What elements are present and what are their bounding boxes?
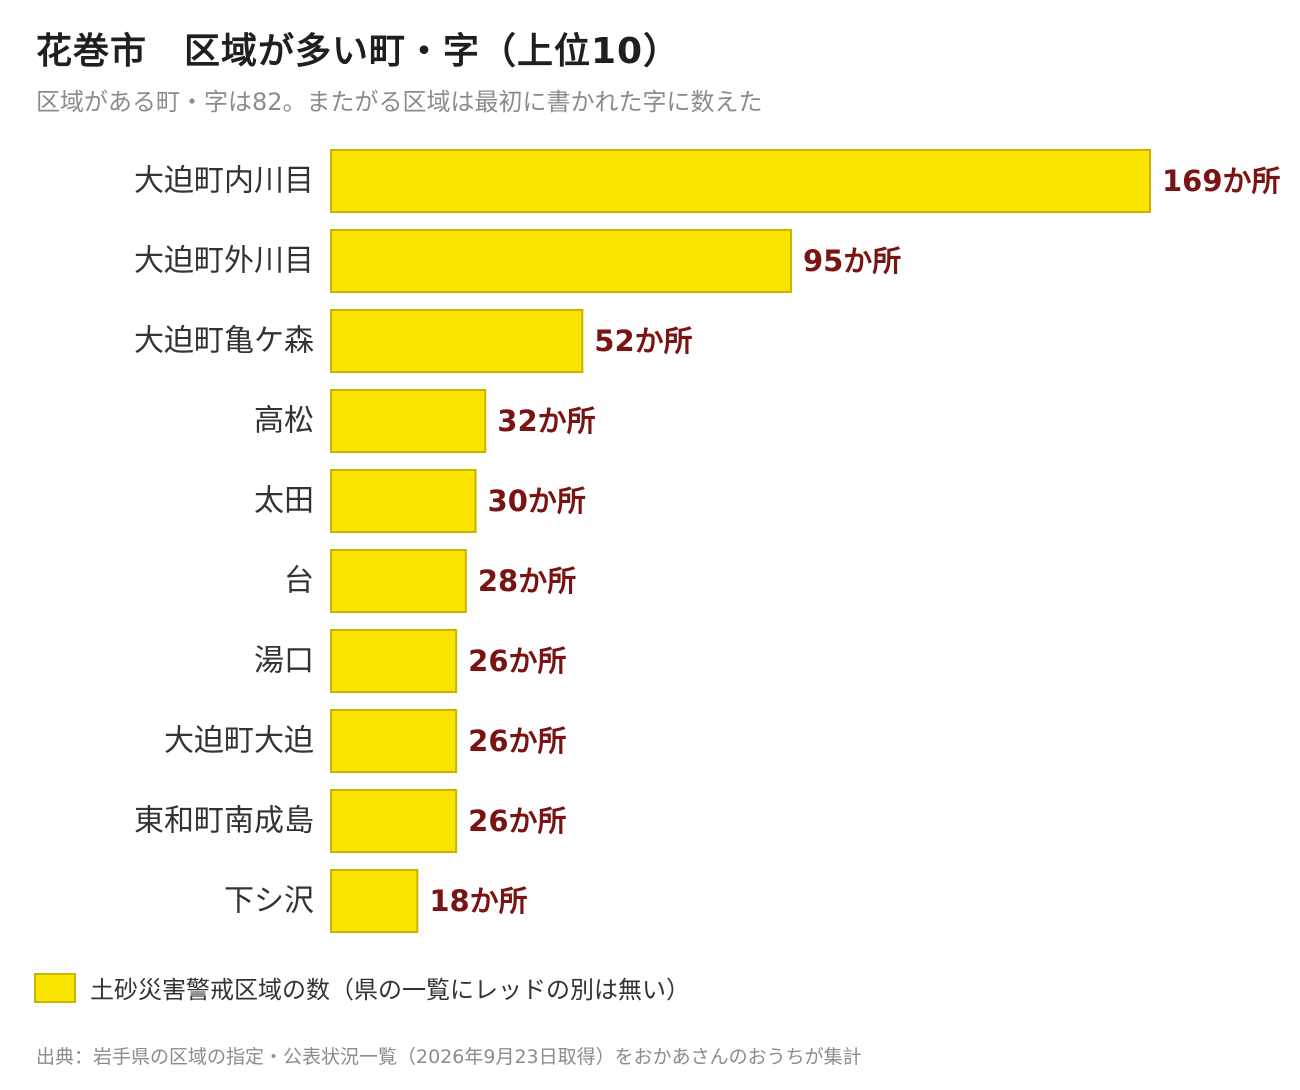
- category-label: 台: [284, 564, 314, 599]
- bar: [330, 309, 584, 373]
- value-label: 32か所: [497, 404, 595, 438]
- value-label: 26か所: [468, 724, 566, 758]
- bar: [330, 709, 458, 773]
- value-label: 18か所: [429, 884, 527, 918]
- category-label: 大迫町外川目: [134, 244, 314, 279]
- bar: [330, 629, 458, 693]
- chart-title: 花巻市 区域が多い町・字（上位10）: [36, 31, 681, 72]
- bar: [330, 789, 458, 853]
- value-label: 28か所: [478, 564, 576, 598]
- chart-subtitle: 区域がある町・字は82。またがる区域は最初に書かれた字に数えた: [36, 88, 763, 116]
- category-label: 大迫町内川目: [134, 164, 314, 199]
- bar: [330, 389, 487, 453]
- bar: [330, 149, 1151, 213]
- value-label: 26か所: [468, 804, 566, 838]
- value-label: 52か所: [594, 324, 692, 358]
- category-label: 太田: [254, 484, 314, 519]
- value-label: 169か所: [1162, 164, 1281, 198]
- bar: [330, 229, 792, 293]
- bar: [330, 869, 419, 933]
- value-label: 30か所: [488, 484, 586, 518]
- category-label: 高松: [254, 404, 314, 439]
- legend-label: 土砂災害警戒区域の数（県の一覧にレッドの別は無い）: [90, 976, 690, 1004]
- legend: 土砂災害警戒区域の数（県の一覧にレッドの別は無い）: [34, 970, 690, 1005]
- category-label: 大迫町大迫: [164, 724, 314, 759]
- category-label: 湯口: [254, 644, 314, 679]
- category-label: 大迫町亀ケ森: [134, 324, 314, 359]
- legend-swatch: [34, 972, 76, 1003]
- category-label: 下シ沢: [224, 884, 314, 919]
- value-label: 26か所: [468, 644, 566, 678]
- value-label: 95か所: [803, 244, 901, 278]
- bar: [330, 469, 477, 533]
- source-note: 出典：岩手県の区域の指定・公表状況一覧（2026年9月23日取得）をおかあさんの…: [36, 1046, 862, 1068]
- category-label: 東和町南成島: [134, 804, 314, 839]
- bar: [330, 549, 467, 613]
